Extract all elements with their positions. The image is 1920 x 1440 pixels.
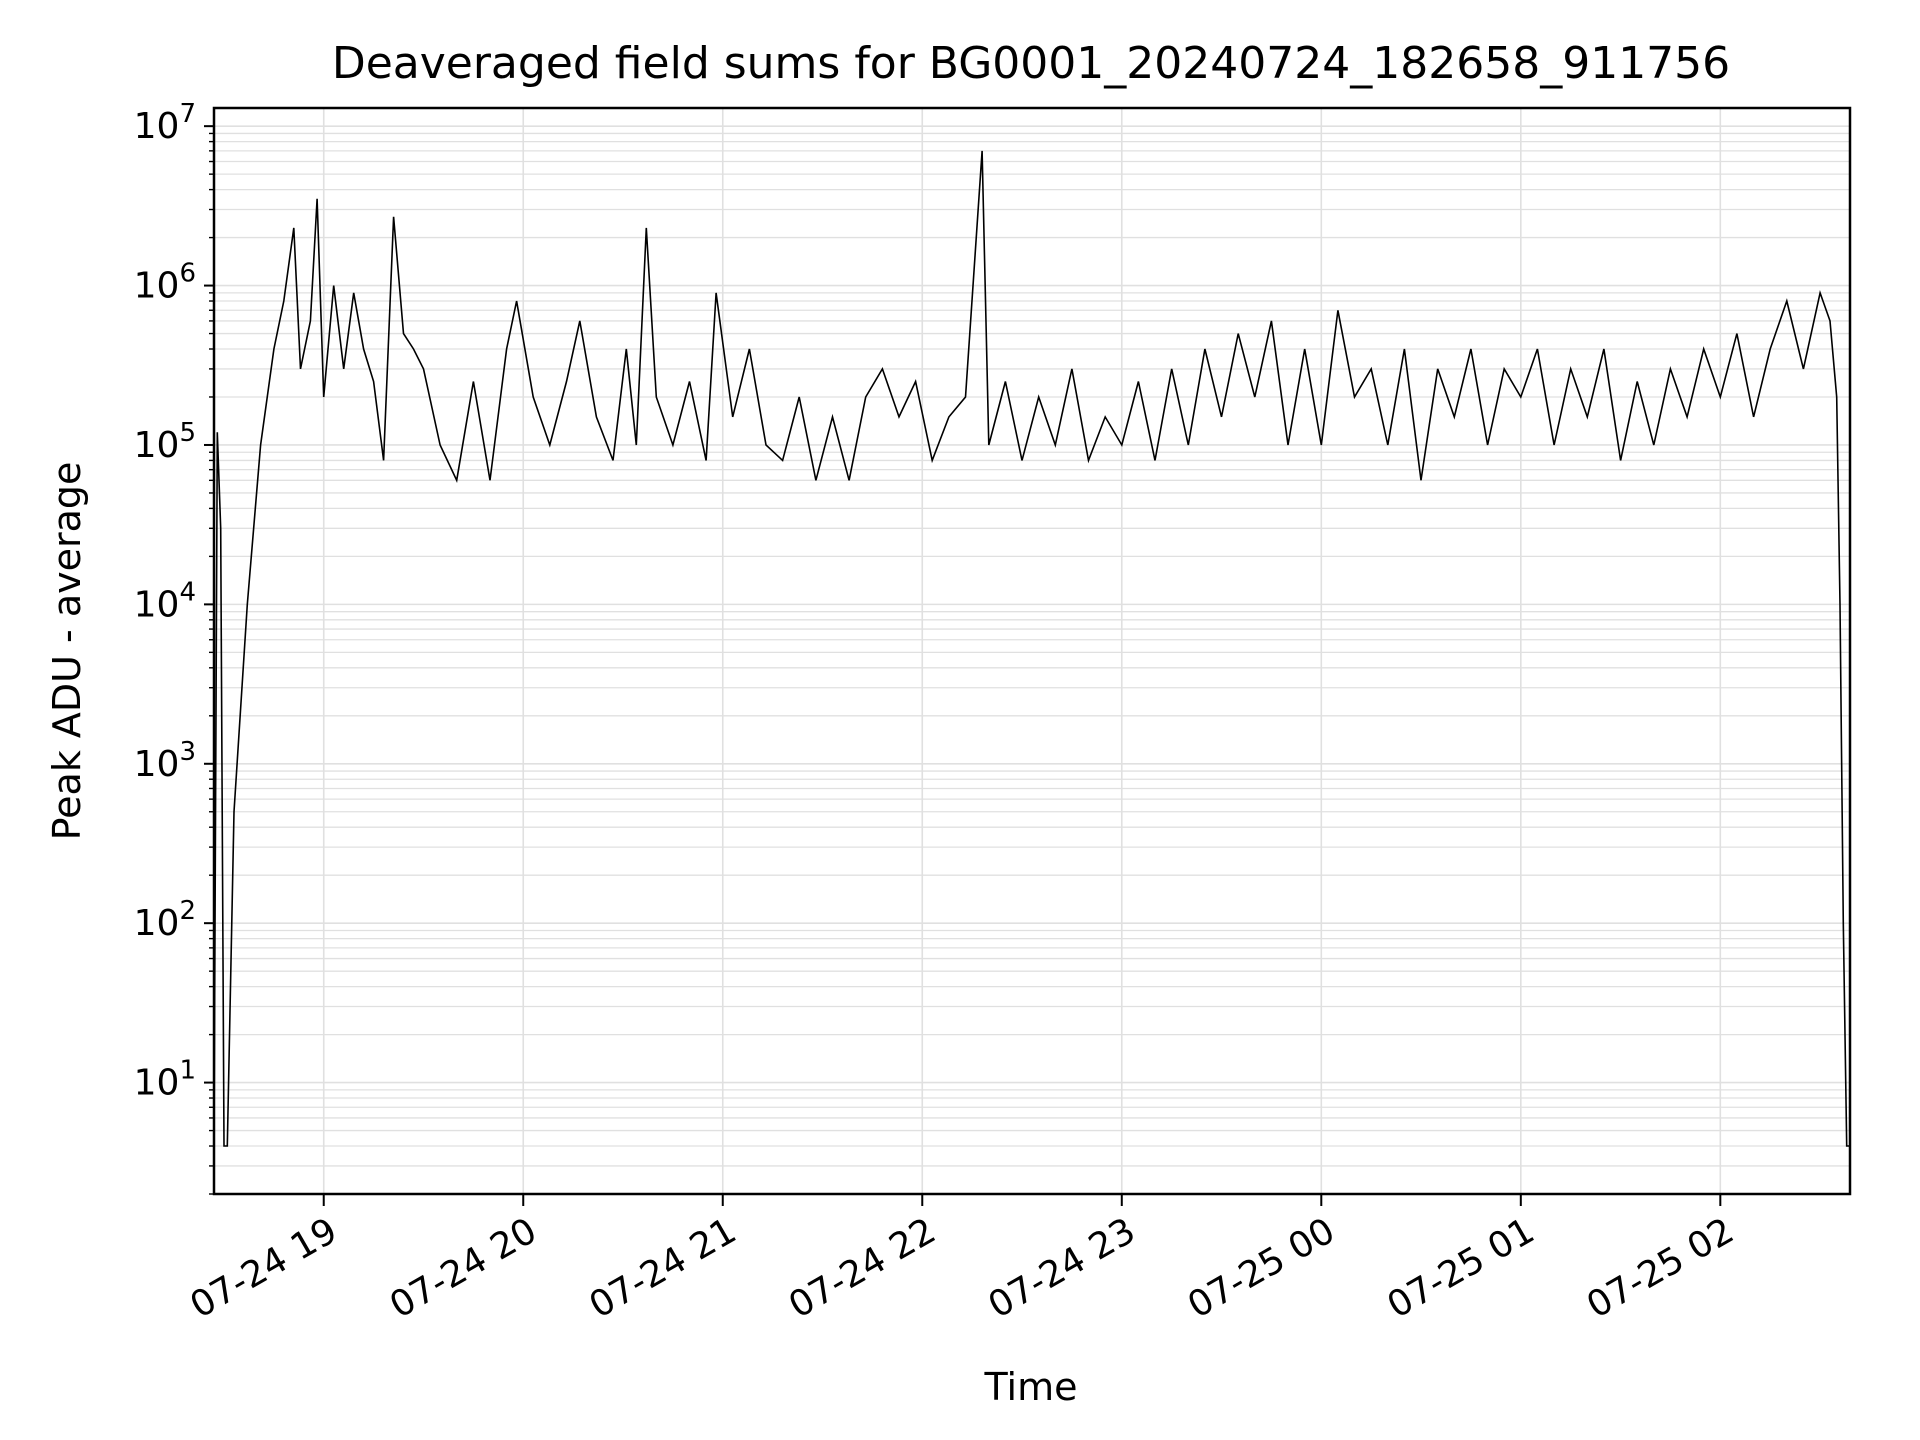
y-tick-label: 107 — [134, 99, 196, 147]
y-tick-label: 106 — [134, 259, 196, 307]
y-axis-label: Peak ADU - average — [45, 462, 89, 841]
y-tick-label: 105 — [134, 418, 196, 466]
plot-area — [213, 150, 1850, 1147]
axes-frame — [212, 106, 1852, 1196]
y-axis: 101 102 103 104 105 106 107 — [134, 99, 214, 1195]
y-tick-label: 102 — [134, 896, 196, 944]
series-line — [213, 150, 1850, 1147]
chart-title: Deaveraged field sums for BG0001_2024072… — [332, 38, 1730, 89]
grid-layer — [214, 108, 1850, 1195]
y-tick-label: 101 — [134, 1056, 196, 1104]
y-tick-label: 103 — [134, 737, 196, 785]
x-axis-label: Time — [984, 1365, 1078, 1409]
y-tick-label: 104 — [134, 577, 196, 625]
